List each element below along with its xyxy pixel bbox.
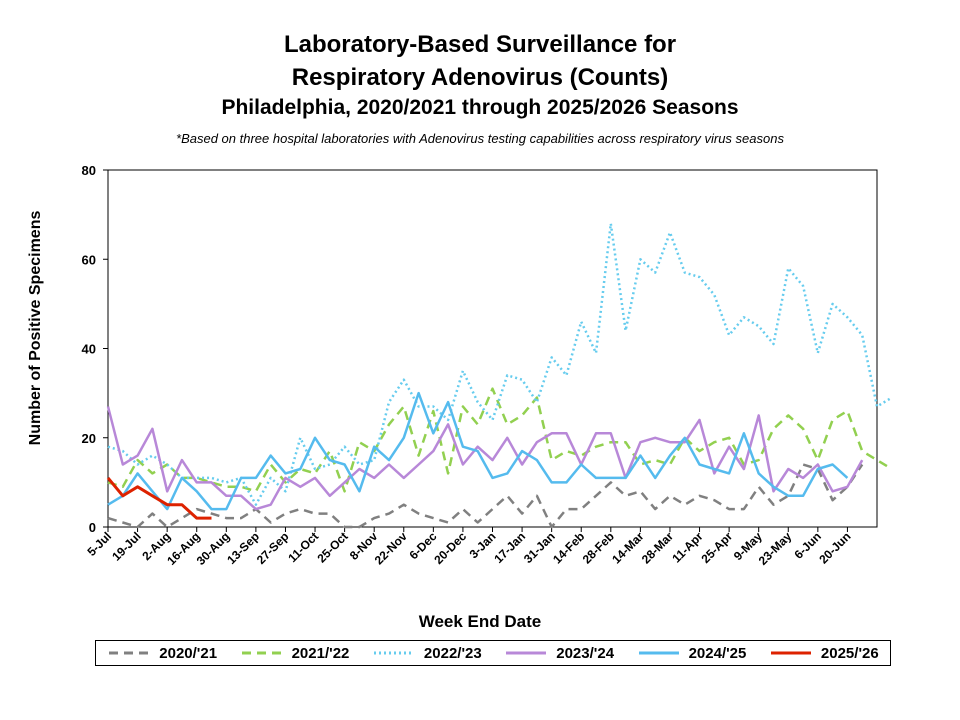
- legend-swatch: [241, 651, 282, 655]
- y-tick-label: 60: [82, 252, 96, 267]
- chart-axes: 0204060805-Jul19-Jul2-Aug16-Aug30-Aug13-…: [82, 163, 878, 568]
- x-tick-label: 28-Mar: [639, 529, 676, 566]
- x-tick-label: 28-Feb: [580, 529, 617, 566]
- legend-swatch: [506, 651, 547, 655]
- series-line-202425: [107, 391, 849, 511]
- legend-label: 2020/'21: [159, 644, 218, 662]
- x-tick-label: 23-May: [756, 529, 795, 568]
- legend-swatch: [373, 651, 414, 655]
- legend-swatch: [109, 651, 150, 655]
- series-line-202122: [107, 387, 893, 493]
- y-tick-label: 40: [82, 342, 96, 357]
- x-tick-label: 14-Mar: [609, 529, 646, 566]
- x-axis-label: Week End Date: [418, 612, 542, 631]
- chart-title-line-2: Respiratory Adenovirus (Counts): [291, 64, 669, 91]
- plot-border: [107, 169, 878, 528]
- legend-label: 2022/'23: [423, 644, 482, 662]
- chart-series: [106, 222, 893, 529]
- y-tick-label: 0: [89, 520, 96, 535]
- x-tick-label: 22-Nov: [372, 529, 410, 567]
- legend-item: 2022/'23: [372, 645, 482, 662]
- x-tick-label: 20-Dec: [431, 529, 469, 567]
- legend-label: 2021/'22: [291, 644, 350, 662]
- chart-legend: 2020/'21 2021/'22 2022/'23 2023/'24 2024/'25…: [95, 640, 891, 666]
- x-tick-label: 31-Jan: [521, 529, 558, 566]
- x-tick-label: 11-Oct: [285, 529, 321, 565]
- y-axis-label: Number of Positive Specimens: [27, 211, 44, 446]
- series-line-202223: [107, 222, 893, 506]
- x-tick-label: 14-Feb: [550, 529, 587, 566]
- x-tick-label: 20-Jun: [816, 529, 853, 566]
- x-tick-label: 30-Aug: [194, 529, 233, 568]
- series-line-202526: [106, 476, 212, 520]
- y-tick-label: 20: [82, 431, 96, 446]
- x-tick-label: 17-Jan: [491, 529, 528, 566]
- x-tick-label: 13-Sep: [224, 529, 262, 567]
- x-tick-label: 25-Oct: [314, 529, 350, 565]
- legend-swatch: [770, 651, 811, 655]
- legend-label: 2023/'24: [556, 644, 615, 662]
- legend-item: 2025/'26: [769, 645, 879, 662]
- line-chart: 0204060805-Jul19-Jul2-Aug16-Aug30-Aug13-…: [27, 163, 893, 568]
- legend-label: 2024/'25: [688, 644, 747, 662]
- x-tick-label: 27-Sep: [254, 529, 292, 567]
- x-tick-label: 19-Jul: [109, 529, 143, 563]
- legend-label: 2025/'26: [820, 644, 879, 662]
- legend-item: 2023/'24: [504, 645, 614, 662]
- legend-swatch: [638, 651, 679, 655]
- x-tick-label: 11-Apr: [669, 529, 706, 566]
- legend-item: 2021/'22: [240, 644, 350, 662]
- series-line-202021: [107, 463, 864, 529]
- chart-title-line-1: Laboratory-Based Surveillance for: [283, 31, 677, 58]
- series-line-202324: [106, 406, 864, 511]
- chart-subtitle: Philadelphia, 2020/2021 through 2025/202…: [221, 96, 739, 119]
- legend-item: 2024/'25: [637, 644, 747, 662]
- chart-footnote: *Based on three hospital laboratories wi…: [176, 131, 784, 146]
- legend-item: 2020/'21: [107, 645, 217, 662]
- x-tick-label: 25-Apr: [698, 529, 735, 566]
- y-tick-label: 80: [82, 163, 96, 178]
